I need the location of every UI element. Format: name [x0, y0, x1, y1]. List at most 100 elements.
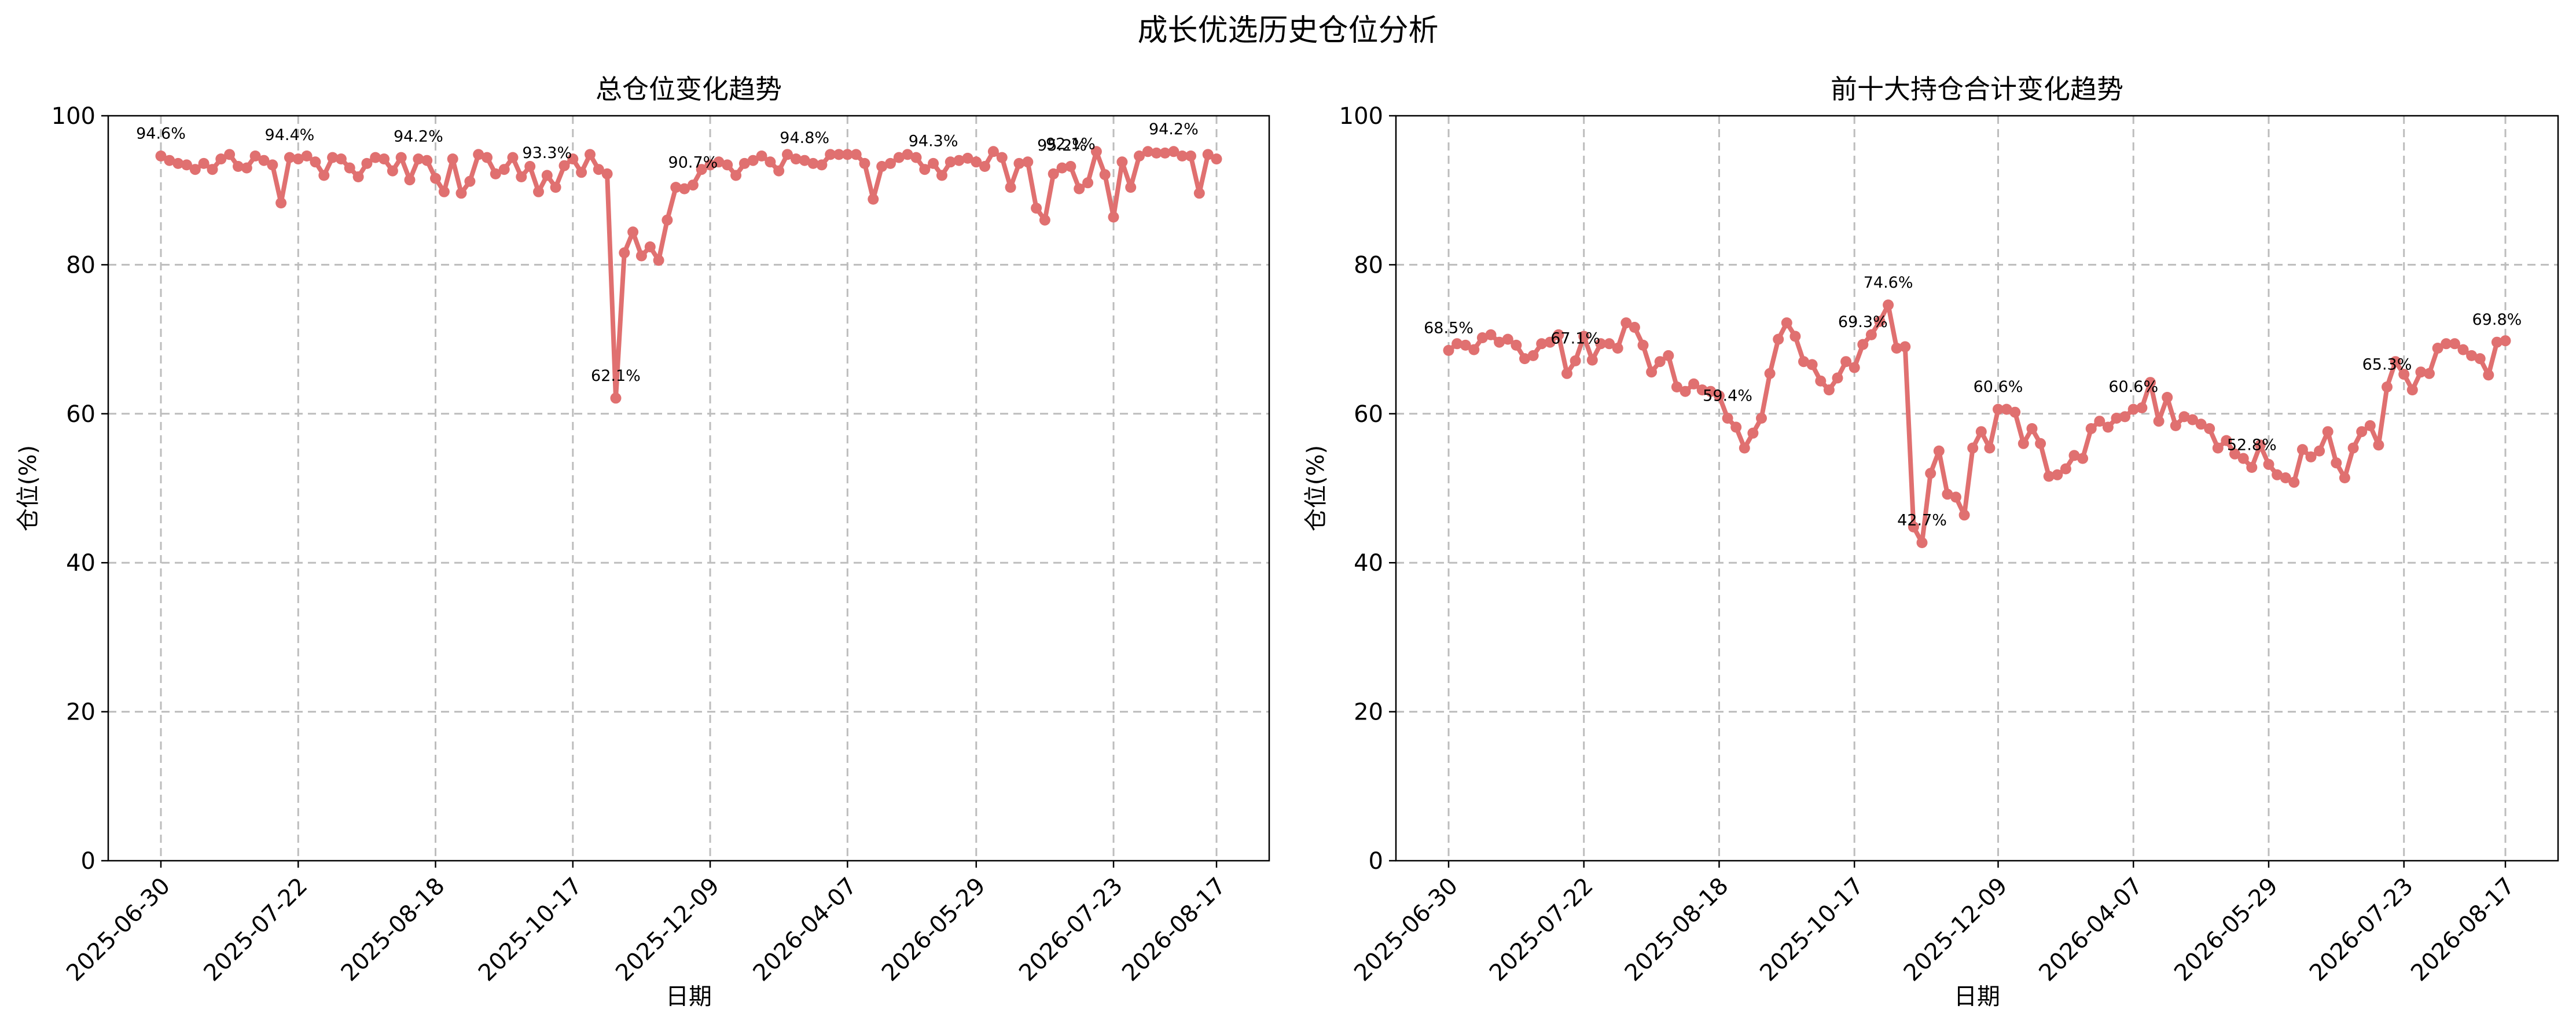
data-label: 67.1%: [1550, 329, 1600, 347]
data-point: [585, 149, 596, 160]
data-point: [2432, 343, 2443, 354]
data-point: [2263, 458, 2274, 470]
data-point: [327, 152, 339, 163]
data-label: 60.6%: [2108, 378, 2158, 396]
data-point: [2229, 448, 2240, 460]
data-label: 94.8%: [780, 129, 829, 147]
data-point: [2466, 350, 2478, 361]
data-point: [1714, 390, 1725, 402]
data-point: [1739, 442, 1750, 454]
data-point: [1468, 344, 1480, 355]
x-tick-label: 2025-07-22: [1484, 873, 1598, 987]
data-point: [662, 214, 673, 226]
data-point: [1663, 350, 1674, 361]
x-tick-label: 2026-04-07: [748, 873, 862, 987]
data-point: [2127, 403, 2139, 415]
data-point: [1536, 338, 1548, 350]
data-point: [1908, 521, 1919, 533]
data-label: 90.7%: [668, 154, 718, 172]
data-label: 95.2%: [1037, 137, 1087, 155]
data-point: [1646, 366, 1658, 378]
data-point: [635, 250, 647, 262]
data-point: [1519, 353, 1530, 365]
data-point: [2457, 344, 2469, 355]
data-point: [945, 156, 956, 168]
data-point: [1476, 332, 1488, 343]
data-point: [859, 157, 870, 169]
data-point: [1177, 150, 1188, 161]
data-point: [490, 168, 501, 179]
y-tick-label: 0: [1369, 848, 1383, 875]
data-point: [1142, 146, 1153, 157]
data-point: [1967, 442, 1979, 454]
data-point: [1578, 331, 1590, 342]
data-point: [679, 183, 690, 194]
data-point: [2111, 413, 2122, 424]
data-point: [2500, 335, 2511, 347]
data-point: [1993, 403, 2004, 415]
data-point: [1570, 355, 1581, 366]
y-tick-label: 20: [1354, 699, 1383, 726]
data-label: 94.3%: [909, 132, 958, 150]
y-tick-label: 100: [1339, 103, 1383, 130]
data-label: 94.6%: [136, 124, 186, 142]
data-point: [447, 153, 458, 165]
data-point: [241, 162, 252, 174]
data-point: [1090, 146, 1102, 157]
data-label: 65.3%: [2362, 355, 2412, 373]
data-point: [1747, 427, 1759, 439]
x-tick-label: 2025-06-30: [61, 873, 175, 987]
data-point: [473, 149, 484, 160]
data-point: [885, 157, 896, 169]
data-point: [2102, 421, 2114, 433]
data-label: 52.8%: [2227, 436, 2277, 454]
y-tick-label: 60: [66, 401, 95, 428]
data-point: [1781, 317, 1792, 329]
y-axis-label: 仓位(%): [15, 445, 42, 531]
data-point: [2009, 406, 2021, 418]
data-point: [996, 152, 1008, 163]
data-point: [756, 150, 767, 161]
data-point: [430, 172, 441, 184]
data-point: [2212, 442, 2224, 454]
x-tick-label: 2026-08-17: [1117, 873, 1231, 987]
data-point: [773, 165, 785, 177]
data-point: [1696, 384, 1708, 396]
data-point: [361, 157, 373, 169]
data-point: [567, 153, 579, 165]
data-point: [1680, 386, 1691, 397]
data-label: 93.3%: [522, 144, 572, 162]
y-axis-label: 仓位(%): [1303, 445, 1329, 531]
data-point: [1211, 153, 1222, 165]
y-tick-label: 80: [1354, 252, 1383, 278]
x-tick-label: 2025-06-30: [1349, 873, 1463, 987]
data-point: [207, 164, 218, 175]
data-point: [2195, 418, 2207, 430]
data-point: [1823, 384, 1835, 396]
data-point: [2305, 451, 2317, 462]
data-point: [601, 168, 613, 179]
data-point: [738, 157, 750, 169]
x-tick-label: 2026-08-17: [2406, 873, 2520, 987]
data-point: [516, 171, 527, 182]
data-point: [2382, 381, 2393, 392]
data-point: [2314, 445, 2325, 457]
axes-title: 前十大持仓合计变化趋势: [1831, 74, 2123, 105]
data-point: [2483, 369, 2494, 381]
data-point: [2288, 476, 2300, 488]
data-point: [1756, 413, 1767, 424]
data-point: [2272, 469, 2283, 480]
data-point: [1074, 183, 1085, 194]
data-point: [2237, 453, 2249, 464]
data-point: [1151, 147, 1162, 159]
data-point: [541, 170, 553, 181]
x-tick-label: 2025-12-09: [1899, 873, 2013, 987]
data-point: [155, 150, 167, 161]
data-point: [1637, 339, 1649, 351]
data-point: [644, 241, 656, 252]
data-label: 94.2%: [1149, 120, 1199, 138]
data-point: [670, 182, 682, 193]
data-point: [379, 153, 390, 165]
data-point: [1798, 356, 1809, 368]
data-point: [1125, 182, 1137, 193]
